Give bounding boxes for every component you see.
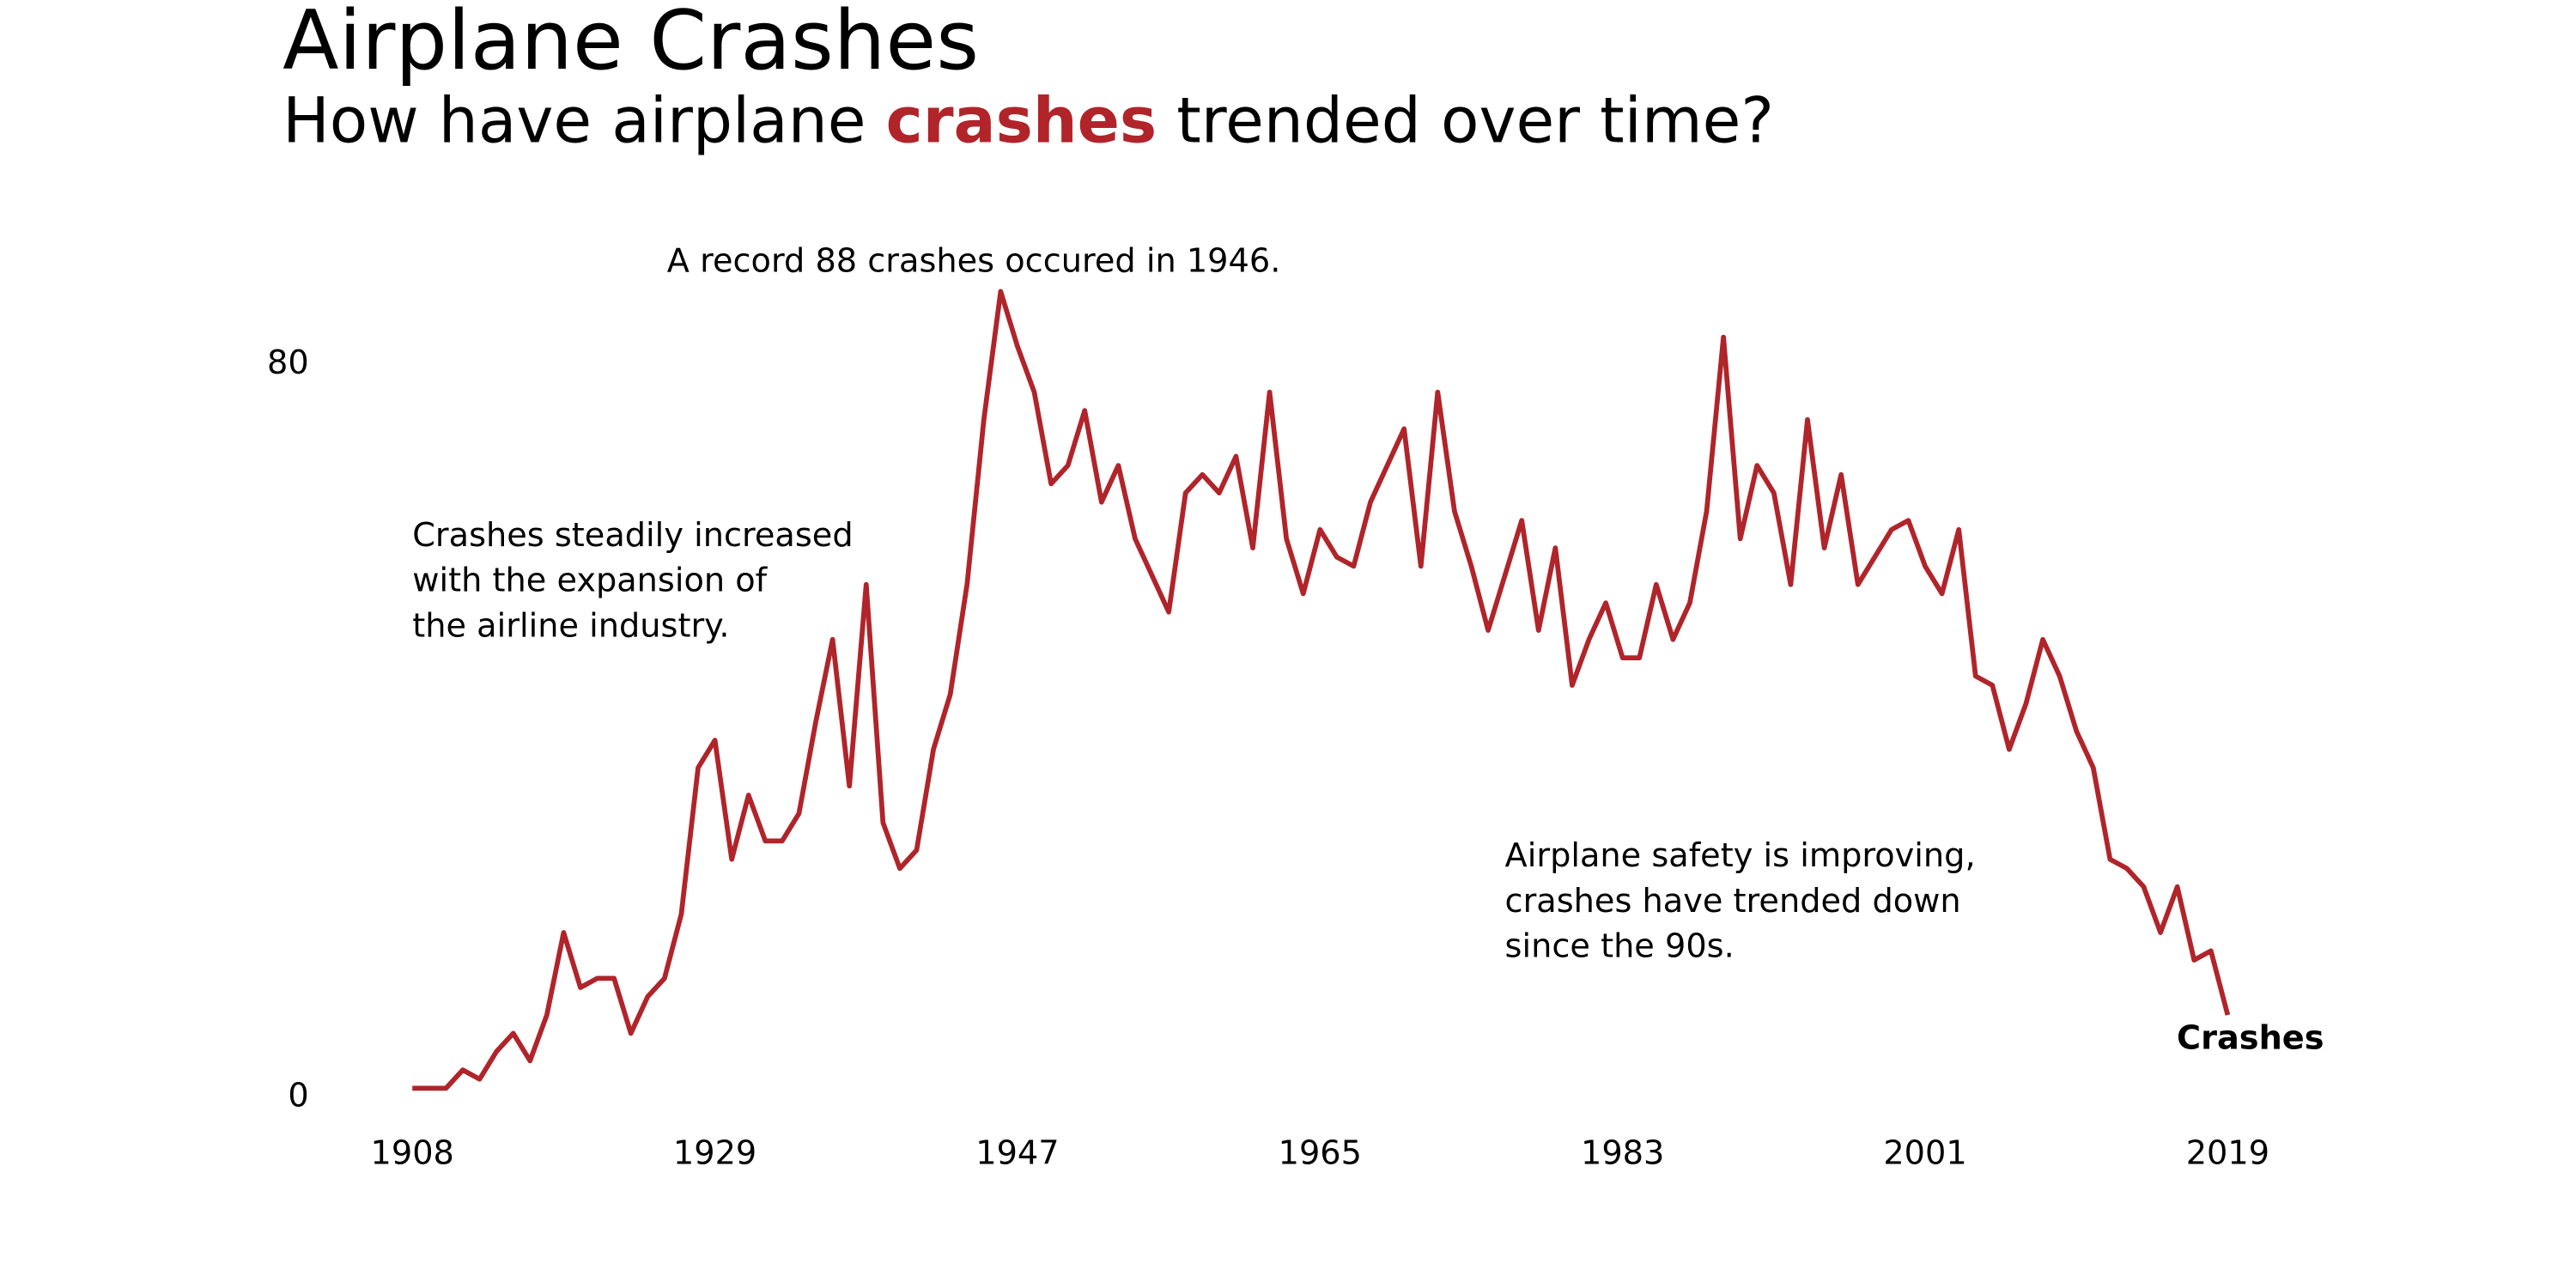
x-tick-label: 2019 — [2186, 1134, 2269, 1173]
y-tick-label: 80 — [267, 343, 309, 382]
annotation: A record 88 crashes occured in 1946. — [667, 242, 1281, 281]
annotation: with the expansion of — [412, 562, 768, 600]
x-tick-label: 1965 — [1279, 1134, 1362, 1173]
annotation: the airline industry. — [412, 606, 729, 645]
annotation: Airplane safety is improving, — [1505, 836, 1976, 875]
subtitle-highlight: crashes — [886, 85, 1157, 157]
subtitle-part: How have airplane — [283, 85, 866, 157]
annotation: since the 90s. — [1505, 927, 1735, 965]
annotation: crashes have trended down — [1505, 882, 1961, 920]
line — [412, 289, 2231, 1091]
subtitle-part: trended over time? — [1176, 85, 1774, 157]
chart-subtitle: How have airplane crashes trended over t… — [283, 85, 1774, 157]
x-tick-label: 1947 — [975, 1134, 1059, 1173]
x-tick-label: 2001 — [1883, 1134, 1966, 1173]
y-tick-label: 0 — [288, 1077, 308, 1115]
annotation: Crashes steadily increased — [412, 516, 853, 555]
x-tick-label: 1908 — [371, 1134, 454, 1173]
x-tick-label: 1983 — [1581, 1134, 1664, 1173]
chart-title: Airplane Crashes — [283, 0, 979, 88]
series-label: Crashes — [2177, 1019, 2324, 1058]
x-tick-label: 1929 — [673, 1134, 756, 1173]
